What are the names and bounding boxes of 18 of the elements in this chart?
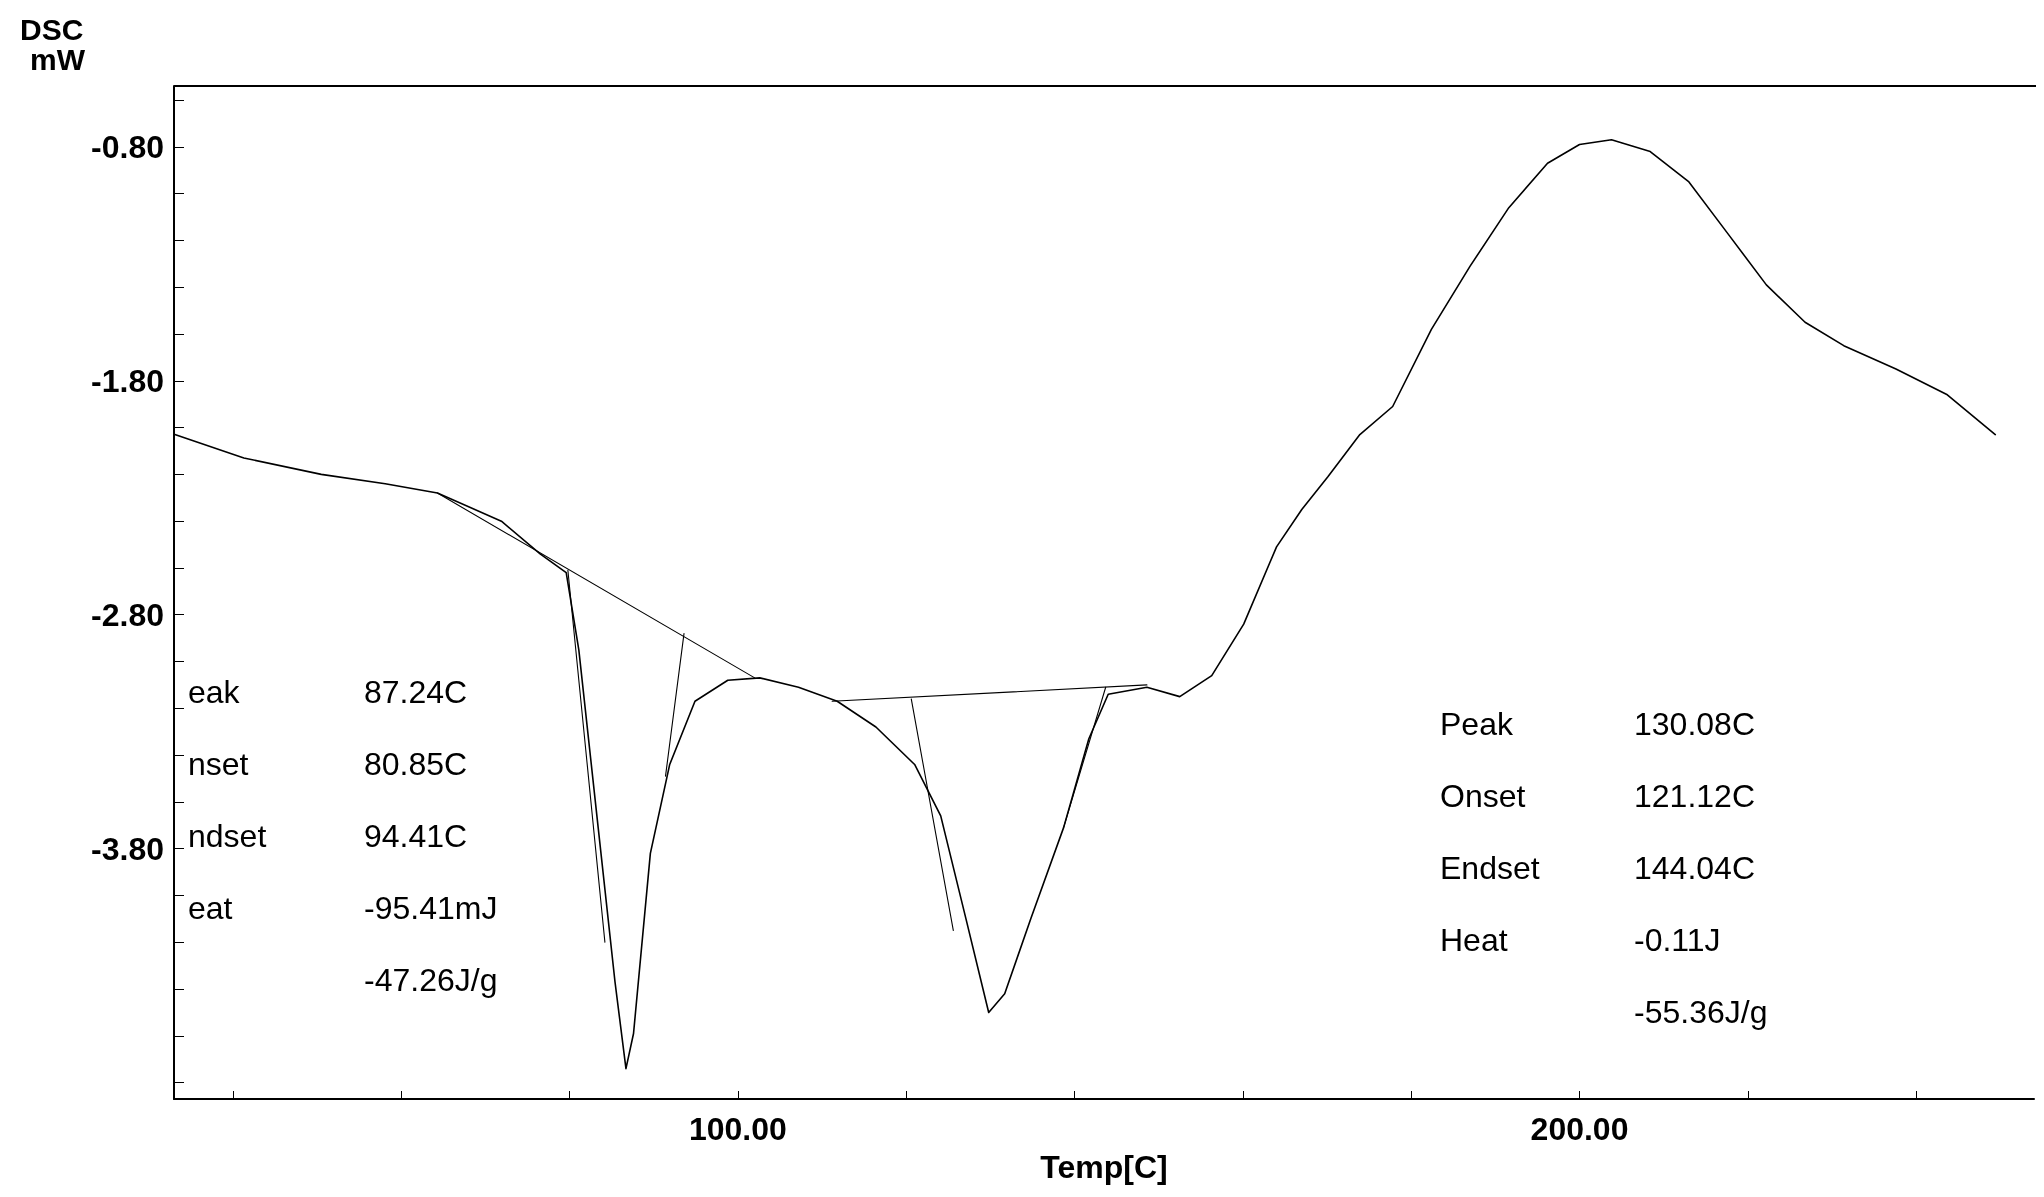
y-tick-label: -3.80: [91, 830, 164, 867]
y-tick-label: -2.80: [91, 596, 164, 633]
x-tick-label: 200.00: [1530, 1111, 1629, 1147]
text: eak 87.24C: [188, 674, 468, 710]
annotation: -55.36J/g: [1634, 994, 1768, 1030]
annotation: -47.26J/g: [364, 962, 498, 998]
text: Onset 121.12C: [1440, 778, 1755, 814]
text: Peak 130.08C: [1440, 706, 1755, 742]
y-axis-title: DSC mW: [20, 12, 86, 76]
x-tick-label: 100.00: [688, 1111, 787, 1147]
text: Heat -0.11J: [1440, 922, 1721, 958]
text: ndset 94.41C: [188, 818, 468, 854]
text: Endset 144.04C: [1440, 850, 1755, 886]
y-tick-label: -1.80: [91, 362, 164, 399]
x-axis-title: Temp[C]: [1040, 1149, 1168, 1185]
y-tick-label: -0.80: [91, 128, 164, 165]
text: eat -95.41mJ: [188, 890, 498, 926]
text: nset 80.85C: [188, 746, 468, 782]
